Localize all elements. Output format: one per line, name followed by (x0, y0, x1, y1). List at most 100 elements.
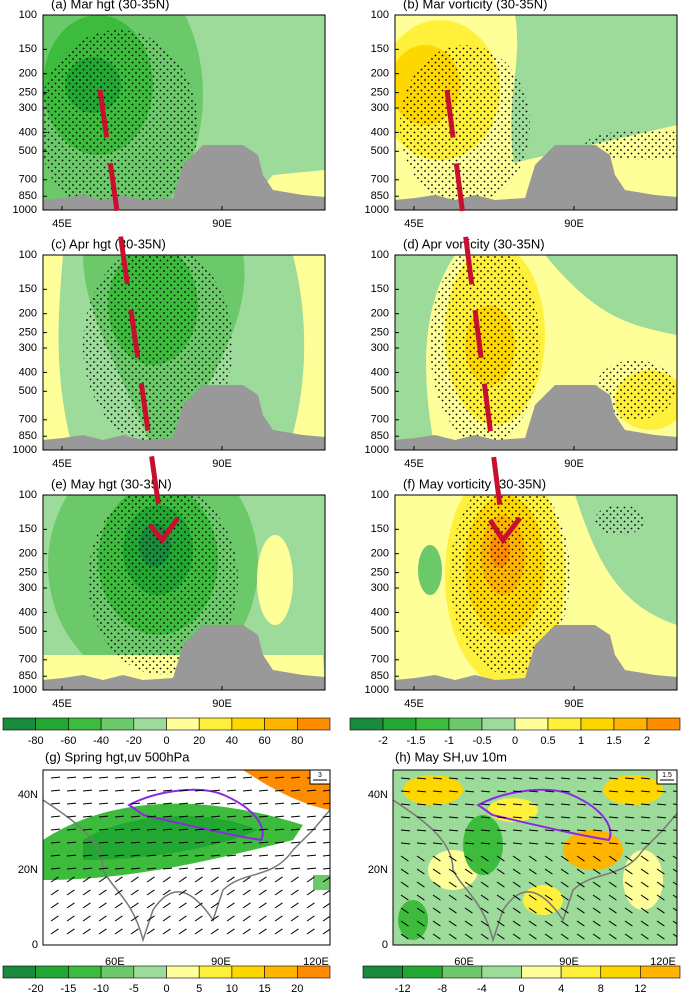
y-tick-label: 400 (371, 126, 389, 138)
wind-vector (656, 907, 665, 914)
wind-vector (560, 777, 571, 780)
wind-vector (82, 876, 91, 883)
wind-vector (226, 867, 237, 870)
wind-vector (82, 815, 93, 818)
wind-vector (656, 894, 665, 901)
wind-vector (146, 802, 157, 805)
wind-vector (496, 790, 507, 793)
wind-vector (82, 867, 93, 870)
wind-vector (146, 889, 155, 896)
wind-vector (448, 777, 459, 780)
wind-vector (146, 876, 155, 883)
wind-vector (178, 815, 189, 818)
colorbar-label: 12 (634, 983, 646, 994)
wind-vector (576, 777, 587, 780)
contour-field (395, 255, 677, 450)
colorbar-label: -8 (437, 983, 447, 994)
wind-vector (274, 902, 283, 909)
panel: (e) May hgt (30-35N) 100 150 200 250 300 400 50… (13, 476, 326, 710)
wind-vector (464, 842, 475, 845)
wind-vector (290, 889, 299, 896)
x-tick-label: 90E (559, 956, 579, 968)
wind-vector (624, 842, 635, 845)
colorbar-box (2, 965, 37, 979)
wind-vector (448, 842, 459, 845)
wind-vector (496, 881, 505, 888)
colorbar-label: -10 (93, 983, 109, 994)
wind-vector (640, 933, 649, 940)
wind-vector (242, 815, 253, 818)
panel: (d) Apr vorticity (30-35N) 100 150 200 250 30… (365, 236, 678, 470)
wind-vector (178, 876, 187, 883)
y-tick-label: 700 (19, 654, 37, 666)
wind-vector (400, 777, 411, 780)
colorbar-label: 2 (644, 735, 650, 747)
colorbar-box (296, 717, 331, 731)
y-tick-label: 40N (18, 789, 38, 801)
wind-vector (290, 802, 301, 805)
contour (545, 255, 677, 335)
colorbar-box (349, 717, 384, 731)
wind-vector (146, 854, 157, 857)
wind-vector (66, 876, 75, 883)
wind-vector (82, 854, 93, 857)
colorbar-box (613, 717, 648, 731)
y-tick-label: 1000 (365, 204, 389, 216)
colorbar-label: -40 (93, 735, 109, 747)
x-tick-label: 45E (52, 218, 72, 230)
wind-vector (608, 842, 619, 845)
wind-vector (400, 816, 411, 819)
y-tick-label: 400 (19, 126, 37, 138)
wind-vector (306, 828, 317, 831)
wind-vector (400, 842, 411, 845)
wind-vector (194, 841, 205, 844)
contour (418, 545, 442, 595)
wind-vector (322, 915, 330, 922)
wind-vector (242, 854, 253, 857)
wind-vector (512, 790, 523, 793)
colorbar-label: -60 (60, 735, 76, 747)
wind-vector (432, 894, 441, 901)
wind-vector (226, 854, 237, 857)
wind-vector (114, 928, 123, 935)
wind-vector (162, 854, 173, 857)
wind-vector (114, 789, 125, 792)
wind-vector (210, 889, 219, 896)
contour (522, 45, 558, 105)
wind-vector (82, 776, 93, 779)
wind-vector (544, 868, 553, 875)
wind-vector (226, 828, 237, 831)
wind-vector (82, 841, 93, 844)
wind-vector (178, 915, 187, 922)
y-tick-label: 850 (19, 670, 37, 682)
wind-vector (432, 790, 443, 793)
wind-vector (400, 907, 409, 914)
wind-vector (448, 868, 457, 875)
wind-vector (416, 881, 425, 888)
colorbar-box (514, 717, 549, 731)
wind-vector (672, 842, 677, 844)
y-tick-label: 100 (371, 9, 389, 21)
x-tick-label: 60E (454, 956, 474, 968)
wind-vector (290, 841, 301, 844)
wind-vector (416, 842, 427, 845)
wind-vector (672, 816, 677, 818)
colorbar-box (166, 965, 200, 979)
wind-vector (464, 777, 475, 780)
wind-vector (416, 894, 425, 901)
wind-vector (130, 902, 139, 909)
topography (43, 625, 325, 690)
wind-vector (400, 829, 411, 832)
wind-vector (210, 928, 219, 935)
wind-vector (258, 776, 269, 779)
contour (463, 815, 503, 875)
wind-vector (242, 876, 251, 883)
wind-vector (608, 933, 617, 940)
wind-vector (226, 776, 237, 779)
y-tick-label: 500 (19, 625, 37, 637)
y-tick-label: 500 (19, 385, 37, 397)
frame (394, 254, 678, 451)
wind-vector (624, 920, 633, 927)
wind-vector (242, 928, 251, 935)
